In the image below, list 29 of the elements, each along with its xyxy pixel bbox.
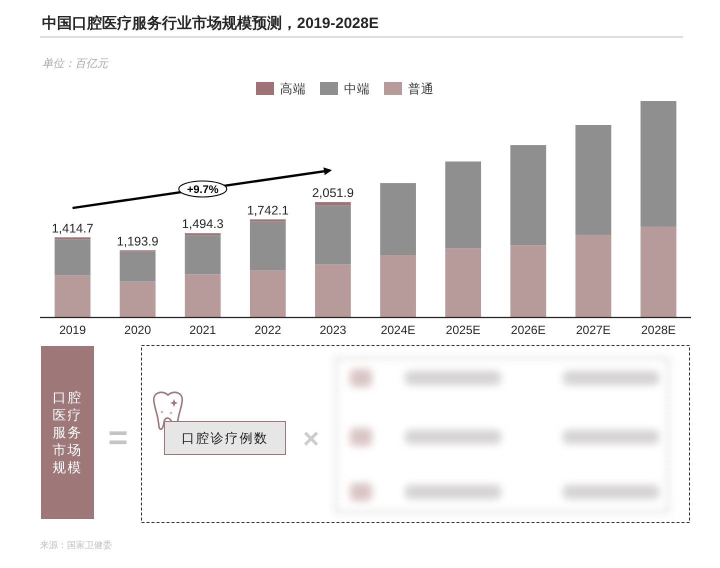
- x-tick-label: 2024E: [380, 323, 416, 337]
- legend-label: 高端: [280, 81, 306, 96]
- equals: =: [108, 419, 128, 457]
- factor-text: 口腔诊疗例数: [182, 430, 268, 446]
- legend-item: 普通: [384, 82, 434, 96]
- total-label: 1,414.7: [52, 221, 94, 236]
- x-tick-label: 2025E: [446, 323, 480, 337]
- annotation: 来源：国家卫健委: [40, 540, 112, 550]
- x-tick-label: 2022: [254, 323, 282, 337]
- title: 中国口腔医疗服务行业市场规模预测，2019-2028E: [42, 15, 379, 32]
- x-tick-label: 2020: [124, 323, 151, 337]
- legend-label: 中端: [344, 82, 370, 96]
- x-tick-label: 2019: [59, 323, 86, 337]
- legend-item: 高端: [256, 82, 306, 96]
- total-label: 1,193.9: [116, 234, 158, 248]
- legend-label: 普通: [408, 81, 434, 96]
- times: ×: [302, 423, 320, 454]
- x-tick-label: 2028E: [641, 323, 676, 337]
- x-tick-label: 2023: [320, 323, 346, 337]
- x-tick-label: 2026E: [510, 323, 546, 337]
- annotation: +9.7%: [187, 184, 218, 196]
- total-label: 1,494.3: [182, 217, 224, 232]
- x-tick-label: 2027E: [576, 323, 611, 337]
- subtitle: 单位：百亿元: [42, 58, 108, 70]
- left-box-text: 口腔医疗服务市场规模: [52, 390, 82, 475]
- legend-item: 中端: [320, 82, 370, 96]
- total-label: 2,051.9: [312, 186, 354, 200]
- total-label: 1,742.1: [247, 203, 289, 218]
- x-tick-label: 2021: [189, 323, 216, 337]
